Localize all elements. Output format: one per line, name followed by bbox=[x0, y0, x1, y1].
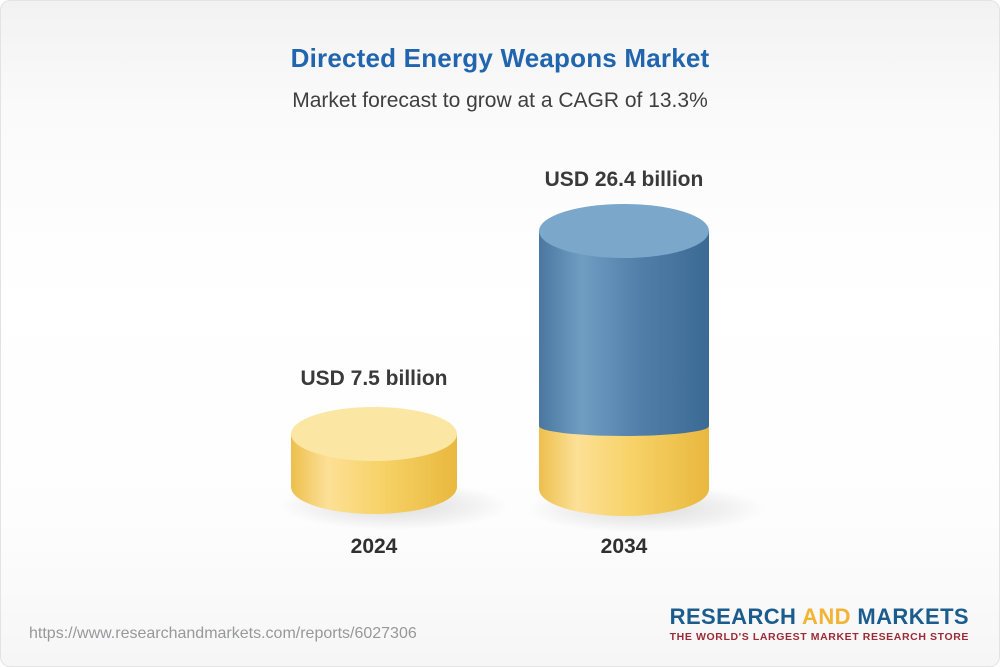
logo-wordmark: RESEARCH AND MARKETS bbox=[669, 604, 969, 629]
bar-2024-cylinder bbox=[291, 407, 457, 514]
logo-word-research: RESEARCH bbox=[669, 604, 797, 629]
logo-tagline: THE WORLD'S LARGEST MARKET RESEARCH STOR… bbox=[669, 631, 969, 644]
logo-word-and: AND bbox=[802, 604, 851, 629]
axis-label-2034: 2034 bbox=[600, 535, 648, 558]
value-label-2024: USD 7.5 billion bbox=[300, 367, 448, 390]
chart-subtitle: Market forecast to grow at a CAGR of 13.… bbox=[292, 89, 708, 112]
research-and-markets-logo: RESEARCH AND MARKETS THE WORLD'S LARGEST… bbox=[669, 604, 969, 644]
bar-2034-cylinder bbox=[539, 204, 709, 516]
logo-word-markets: MARKETS bbox=[857, 604, 969, 629]
chart-title: Directed Energy Weapons Market bbox=[290, 43, 710, 73]
axis-label-2024: 2024 bbox=[350, 535, 398, 558]
value-label-2034: USD 26.4 billion bbox=[544, 168, 704, 191]
report-url: https://www.researchandmarkets.com/repor… bbox=[29, 625, 417, 642]
